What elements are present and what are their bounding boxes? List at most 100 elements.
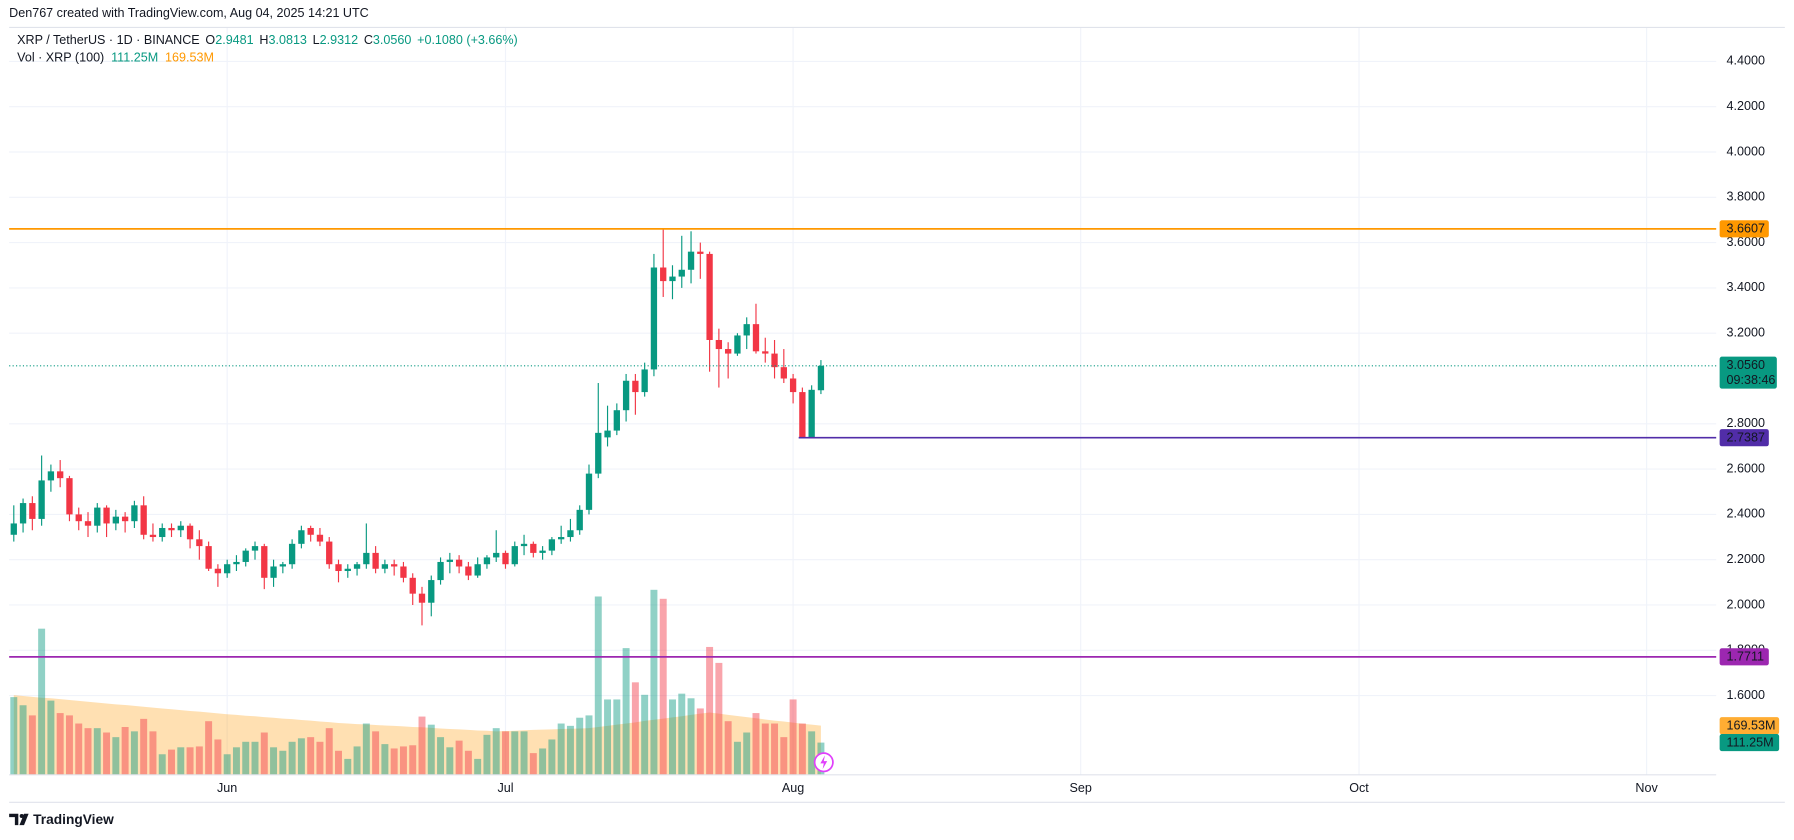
volume-bar xyxy=(631,682,639,775)
candle-body xyxy=(38,480,45,519)
candle-body xyxy=(57,471,64,479)
volume-bar xyxy=(622,648,630,775)
candle-body xyxy=(372,552,379,569)
volume-bar xyxy=(585,715,593,775)
volume-bar xyxy=(752,713,760,775)
volume-bar xyxy=(743,732,751,775)
candle-body xyxy=(19,503,27,524)
candle-body xyxy=(307,527,314,535)
x-tick-label: Jun xyxy=(217,781,237,795)
volume-bar xyxy=(47,700,55,775)
candle-body xyxy=(548,539,556,551)
volume-bar xyxy=(130,731,138,775)
candle-body xyxy=(752,324,760,352)
volume-bar xyxy=(353,746,361,775)
volume-bar xyxy=(798,723,806,775)
candle-body xyxy=(539,550,546,553)
candle-body xyxy=(706,253,713,340)
volume-bar xyxy=(576,717,584,775)
volume-bar xyxy=(103,732,111,775)
volume-bar xyxy=(186,747,194,775)
alert-icon xyxy=(813,752,834,773)
logo-icon xyxy=(9,813,29,826)
candle-body xyxy=(335,564,342,572)
candle-body xyxy=(288,543,296,565)
candle-body xyxy=(84,521,92,526)
candle-body xyxy=(418,593,426,603)
candle-body xyxy=(530,543,537,553)
volume-bar xyxy=(19,705,27,775)
y-tick-label: 3.8000 xyxy=(1726,190,1764,204)
volume-bar xyxy=(483,734,491,775)
volume-ma-area xyxy=(13,695,821,775)
candle-body xyxy=(789,378,797,393)
volume-bar xyxy=(316,741,324,775)
volume-bar xyxy=(362,723,370,775)
volume-bar xyxy=(84,728,92,775)
volume-bar xyxy=(464,750,472,775)
x-tick-label: Sep xyxy=(1070,781,1092,795)
volume-bar xyxy=(65,715,73,775)
volume-bar xyxy=(260,732,268,775)
last-price-label: 3.0560 xyxy=(1726,358,1764,372)
candle-body xyxy=(353,564,361,569)
volume-name: Vol · XRP (100) xyxy=(17,51,104,65)
candle-body xyxy=(808,389,815,438)
volume-bar xyxy=(502,731,509,775)
volume-bar xyxy=(399,746,407,775)
volume-bar xyxy=(733,741,741,775)
level-label: 2.7387 xyxy=(1726,431,1764,445)
candle-body xyxy=(186,525,194,540)
candle-body xyxy=(326,541,333,565)
candle-body xyxy=(29,503,36,519)
candle-body xyxy=(771,353,778,368)
candle-body xyxy=(261,546,268,578)
candle-body xyxy=(762,351,769,354)
candle-body xyxy=(177,525,184,531)
legend-key: C xyxy=(364,33,373,47)
volume-bar xyxy=(706,646,714,775)
volume-bar xyxy=(10,697,18,775)
candle-body xyxy=(446,559,453,562)
volume-bar xyxy=(344,758,352,775)
volume-ma-value: 169.53M xyxy=(165,51,214,65)
candle-body xyxy=(214,568,222,574)
candle-body xyxy=(205,546,212,569)
x-tick-label: Jul xyxy=(497,781,513,795)
volume-bar xyxy=(121,727,129,775)
volume-bar xyxy=(761,723,769,775)
candle-body xyxy=(437,561,444,581)
y-tick-label: 4.2000 xyxy=(1726,99,1764,113)
brand: TradingView xyxy=(33,812,114,827)
candle-body xyxy=(242,550,249,562)
chart-layer: 1.60001.80002.00002.20002.40002.60002.80… xyxy=(9,27,1780,795)
volume-bar xyxy=(771,723,779,775)
volume-bar xyxy=(696,708,704,775)
candle-body xyxy=(678,269,685,277)
candle-body xyxy=(650,267,658,370)
candle-body xyxy=(567,530,574,538)
candle-body xyxy=(595,432,602,474)
y-tick-label: 2.0000 xyxy=(1726,597,1764,611)
x-tick-label: Oct xyxy=(1349,781,1369,795)
legend-value: 3.0813 xyxy=(268,33,306,47)
candle-body xyxy=(298,530,305,544)
candle-body xyxy=(66,478,73,515)
candle-body xyxy=(483,557,491,565)
volume-bar xyxy=(520,731,528,775)
candle-body xyxy=(511,546,518,565)
volume-bar xyxy=(242,741,250,775)
candle-body xyxy=(604,430,611,438)
volume-bar xyxy=(678,693,686,775)
candle-body xyxy=(112,516,119,524)
volume-bar xyxy=(214,739,222,775)
candle-body xyxy=(233,561,240,565)
volume-bar xyxy=(149,731,157,775)
candle-body xyxy=(316,534,324,542)
legend-value: 3.0560 xyxy=(373,33,411,47)
candle-body xyxy=(780,367,787,379)
last-price-box xyxy=(1719,356,1777,389)
credit: Den767 created with TradingView.com, Aug… xyxy=(9,6,369,20)
volume-bar xyxy=(437,737,445,775)
